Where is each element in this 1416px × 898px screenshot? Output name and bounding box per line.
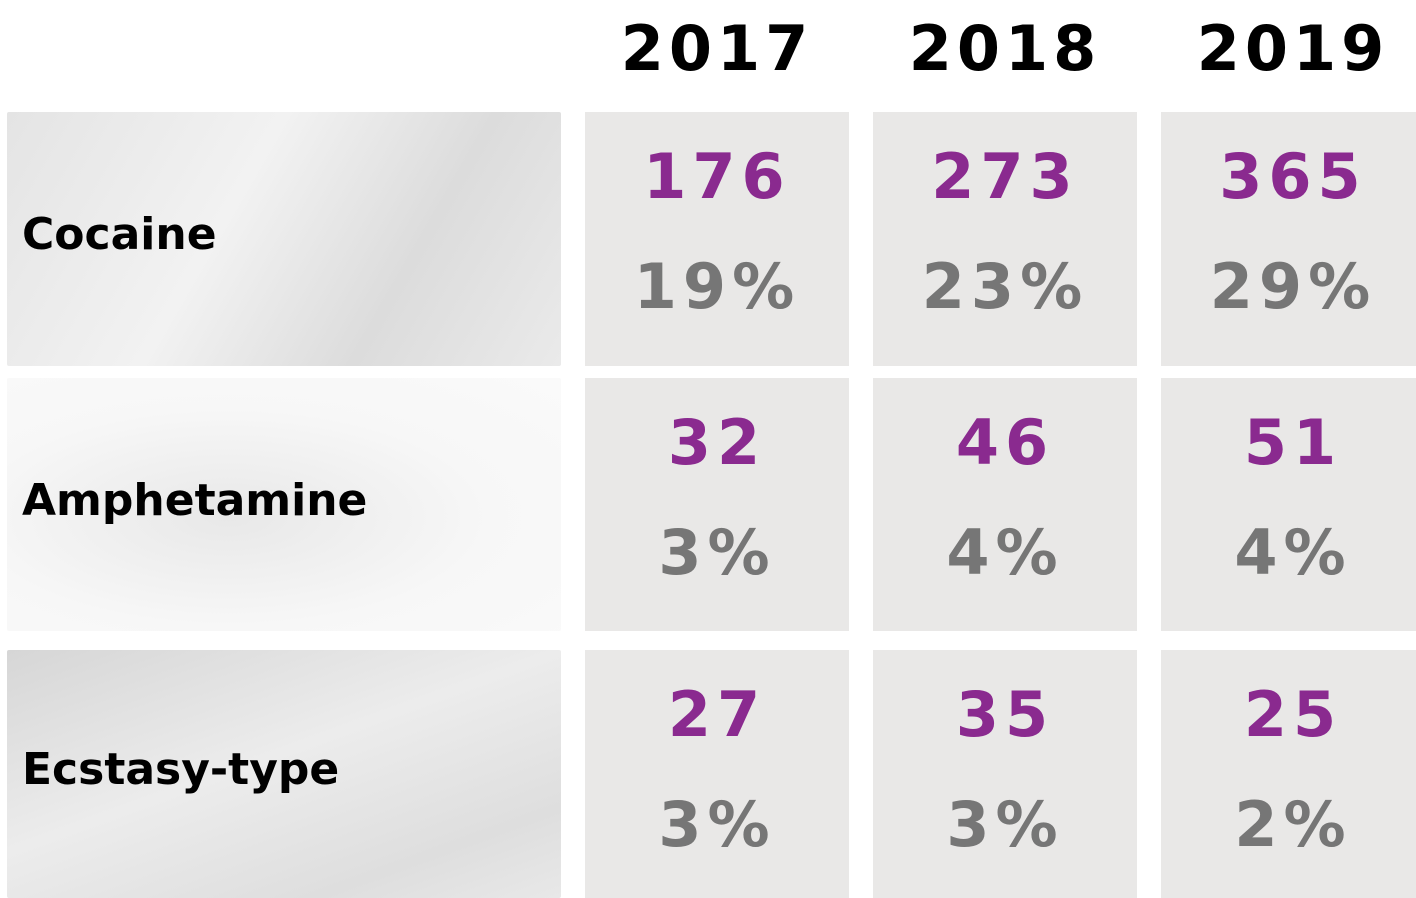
cell: 35 3% [873, 650, 1137, 898]
cell: 32 3% [585, 378, 849, 631]
count: 25 [1161, 678, 1416, 751]
row-label: Cocaine [22, 209, 217, 260]
count: 27 [585, 678, 849, 751]
cell: 25 2% [1161, 650, 1416, 898]
share: 29% [1161, 250, 1416, 323]
count: 35 [873, 678, 1137, 751]
cell: 176 19% [585, 112, 849, 366]
cell: 365 29% [1161, 112, 1416, 366]
share: 2% [1161, 788, 1416, 861]
column-header: 2019 [1161, 12, 1416, 85]
cell: 46 4% [873, 378, 1137, 631]
cell: 51 4% [1161, 378, 1416, 631]
count: 365 [1161, 140, 1416, 213]
cell: 273 23% [873, 112, 1137, 366]
count: 51 [1161, 406, 1416, 479]
share: 3% [585, 788, 849, 861]
share: 19% [585, 250, 849, 323]
share: 3% [873, 788, 1137, 861]
column-header: 2017 [585, 12, 849, 85]
row-label: Ecstasy-type [22, 744, 339, 795]
share: 23% [873, 250, 1137, 323]
count: 273 [873, 140, 1137, 213]
count: 46 [873, 406, 1137, 479]
count: 32 [585, 406, 849, 479]
column-header: 2018 [873, 12, 1137, 85]
share: 4% [1161, 516, 1416, 589]
row-label: Amphetamine [22, 475, 367, 526]
cell: 27 3% [585, 650, 849, 898]
count: 176 [585, 140, 849, 213]
page: 201720182019Cocaine17619%27323%36529%Amp… [0, 0, 1416, 898]
share: 4% [873, 516, 1137, 589]
share: 3% [585, 516, 849, 589]
